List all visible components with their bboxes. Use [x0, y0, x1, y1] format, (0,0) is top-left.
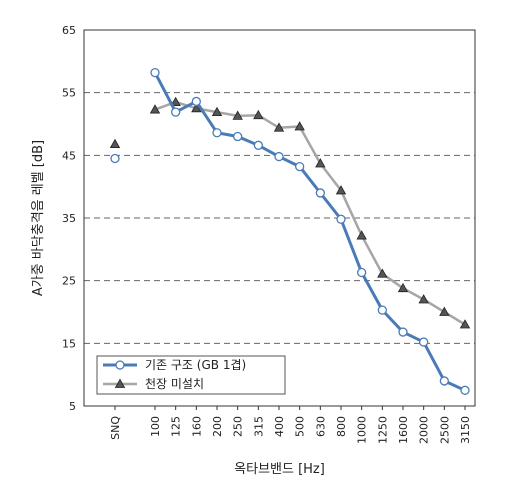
- x-tick-labels: SNQ 100 125 160 200 250 315 400 500 630 800 1000 125…: [109, 406, 472, 444]
- data-point: [439, 376, 449, 386]
- series-1: [110, 67, 470, 395]
- data-point: [439, 306, 450, 316]
- x-tick-label: 400: [273, 416, 286, 437]
- y-tick-label: 55: [62, 87, 76, 100]
- legend-item: 천장 미설치: [103, 376, 204, 391]
- legend-label: 천장 미설치: [145, 376, 204, 391]
- data-point: [232, 110, 243, 120]
- data-point: [211, 106, 223, 116]
- legend-item: 기존 구조 (GB 1겹): [103, 358, 246, 372]
- x-tick-label: SNQ: [109, 416, 122, 440]
- data-point: [419, 337, 429, 347]
- x-tick-label: 800: [335, 416, 348, 437]
- data-point: [253, 109, 264, 120]
- x-tick-label: 1250: [376, 416, 389, 444]
- data-point: [110, 153, 120, 164]
- legend: 기존 구조 (GB 1겹) 천장 미설치: [96, 355, 286, 395]
- data-point: [356, 230, 367, 240]
- data-point: [171, 107, 181, 117]
- data-point: [315, 188, 325, 198]
- y-tick-label: 65: [62, 24, 76, 37]
- data-point: [274, 151, 284, 162]
- x-tick-label: 200: [211, 416, 224, 437]
- data-point: [357, 267, 367, 278]
- x-tick-label: 2500: [438, 416, 451, 444]
- data-point: [459, 319, 471, 329]
- x-tick-label: 3150: [459, 416, 472, 444]
- x-tick-label: 315: [252, 416, 265, 437]
- data-point: [418, 294, 429, 304]
- data-point: [191, 96, 201, 107]
- data-point: [336, 214, 346, 224]
- data-point: [253, 140, 263, 150]
- data-point: [335, 185, 347, 195]
- x-tick-label: 2000: [418, 416, 431, 444]
- legend-marker: [114, 378, 126, 388]
- data-point: [377, 305, 387, 315]
- y-axis-title: A가중 바닥충격음 레벨 [dB]: [31, 140, 46, 296]
- data-point: [377, 268, 388, 278]
- data-point: [212, 128, 222, 138]
- data-point: [460, 385, 470, 395]
- series-line: [153, 71, 466, 392]
- y-tick-label: 25: [62, 275, 76, 288]
- data-point: [109, 138, 121, 148]
- legend-marker: [115, 360, 125, 370]
- y-tick-label: 45: [62, 149, 76, 162]
- x-tick-label: 1000: [356, 416, 369, 444]
- y-tick-labels: 5 15 25 35 45 55 65: [62, 24, 76, 413]
- x-tick-label: 125: [170, 416, 183, 437]
- data-point: [397, 282, 409, 293]
- x-tick-label: 250: [232, 416, 245, 437]
- x-tick-label: 500: [294, 416, 307, 437]
- legend-label: 기존 구조 (GB 1겹): [145, 358, 246, 372]
- x-tick-label: 160: [190, 416, 203, 437]
- data-point: [398, 327, 408, 337]
- x-tick-label: 100: [149, 416, 162, 437]
- y-tick-label: 15: [62, 337, 76, 350]
- data-point: [191, 103, 202, 113]
- x-axis-title: 옥타브밴드 [Hz]: [234, 462, 325, 477]
- x-tick-label: 630: [314, 416, 327, 437]
- grid-lines: [84, 92, 475, 344]
- legend-box: [96, 355, 286, 395]
- series-2: [109, 96, 471, 329]
- y-tick-label: 5: [69, 400, 76, 413]
- data-point: [315, 158, 326, 168]
- data-point: [273, 122, 285, 132]
- data-point: [294, 121, 305, 131]
- data-point: [170, 96, 181, 106]
- series-group: [109, 67, 471, 395]
- x-tick-label: 1600: [397, 416, 410, 444]
- data-point: [150, 67, 160, 78]
- series-line: [154, 100, 466, 326]
- y-tick-label: 35: [62, 212, 76, 225]
- data-point: [295, 161, 305, 172]
- data-point: [233, 131, 243, 142]
- data-point: [149, 104, 161, 114]
